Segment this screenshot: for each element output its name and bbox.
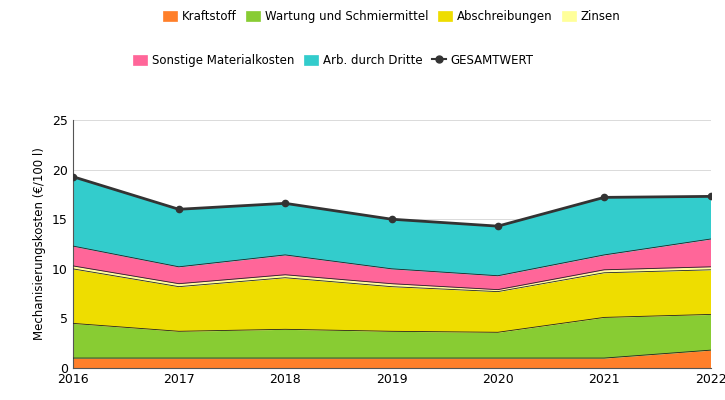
Y-axis label: Mechanisierungskosten (€/100 l): Mechanisierungskosten (€/100 l) <box>33 148 46 340</box>
Legend: Kraftstoff, Wartung und Schmiermittel, Abschreibungen, Zinsen: Kraftstoff, Wartung und Schmiermittel, A… <box>162 10 621 23</box>
Legend: Sonstige Materialkosten, Arb. durch Dritte, GESAMTWERT: Sonstige Materialkosten, Arb. durch Drit… <box>133 54 534 67</box>
